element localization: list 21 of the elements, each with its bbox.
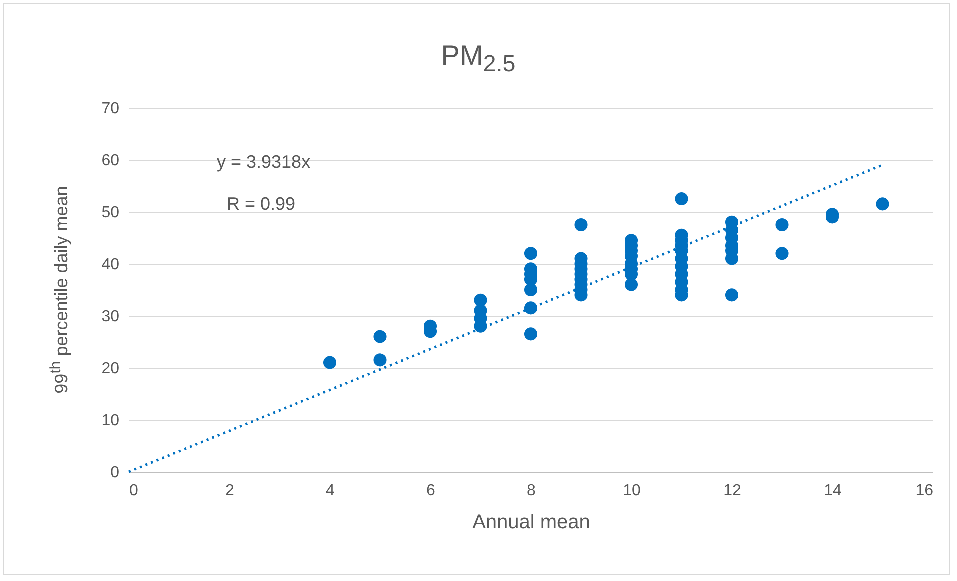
y-tick-label: 40	[102, 256, 120, 274]
x-tick-label: 6	[426, 482, 436, 500]
y-tick-label: 50	[102, 204, 120, 222]
x-tick-label: 8	[527, 482, 536, 500]
x-tick-label: 14	[824, 482, 842, 500]
x-tick-label: 12	[724, 482, 742, 500]
y-tick-label: 70	[102, 100, 120, 118]
annotation: y = 3.9318x	[217, 152, 311, 172]
y-tick-label: 30	[102, 308, 120, 326]
x-tick-label: 4	[326, 482, 336, 500]
x-tick-label: 10	[623, 482, 641, 500]
y-tick-label: 0	[110, 464, 120, 482]
x-tick-label: 2	[226, 482, 235, 500]
x-tick-label: 16	[916, 482, 934, 500]
annotation: R = 0.99	[227, 194, 296, 214]
x-axis-title: Annual mean	[472, 512, 590, 534]
chart-title: PM$_{2.5}$	[440, 40, 517, 78]
y-tick-label: 20	[102, 360, 120, 378]
x-tick-label: 0	[130, 482, 138, 500]
y-tick-label: 60	[102, 152, 120, 170]
y-tick-label: 10	[102, 412, 120, 430]
